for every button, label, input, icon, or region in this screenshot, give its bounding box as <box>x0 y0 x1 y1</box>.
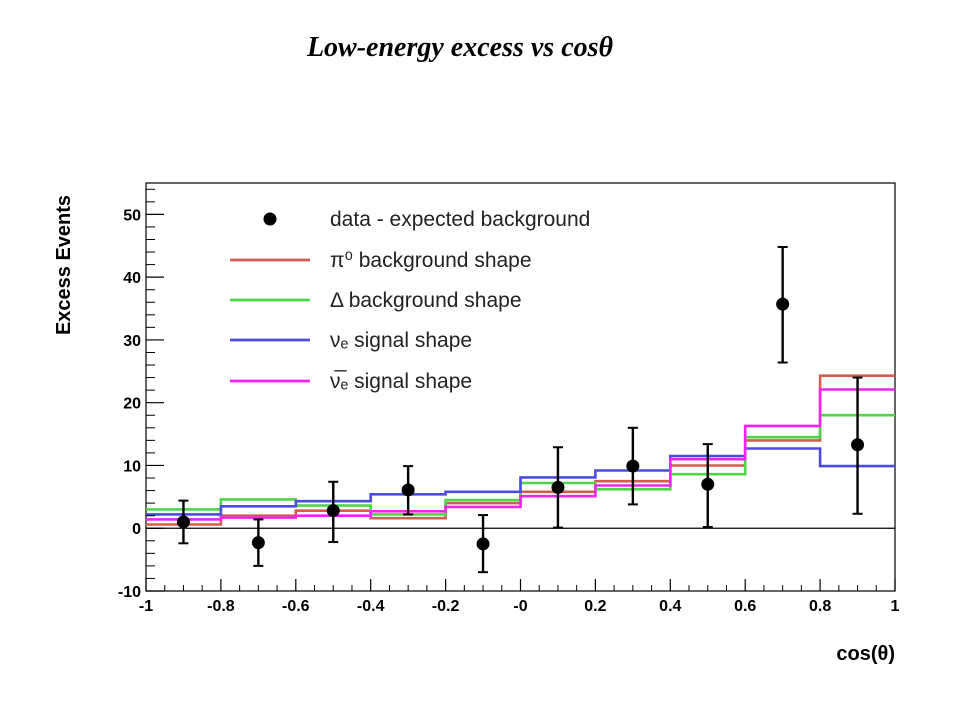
y-tick-label: 40 <box>123 270 141 287</box>
y-tick-label: 50 <box>123 207 141 224</box>
legend-label-1: π⁰ background shape <box>330 249 532 272</box>
data-point <box>476 537 490 551</box>
data-point <box>326 504 340 518</box>
legend-label-data: data - expected background <box>330 208 590 231</box>
legend-label-4: ν̅ₑ signal shape <box>330 370 472 393</box>
y-tick-label: 0 <box>132 521 141 538</box>
series-lines <box>146 374 895 526</box>
x-tick-label: 0.2 <box>584 598 606 615</box>
data-point <box>176 515 190 529</box>
y-tick-label: -10 <box>118 584 141 601</box>
x-tick-label: 0.6 <box>734 598 756 615</box>
data-point <box>626 459 640 473</box>
x-tick-label: -0.2 <box>432 598 460 615</box>
plot-background <box>145 182 896 592</box>
x-axis-label: cos(θ) <box>836 643 895 665</box>
x-tick-label: -0 <box>513 598 527 615</box>
legend-label-2: Δ background shape <box>330 289 522 312</box>
slide-title: Low-energy excess vs cosθ <box>306 32 614 63</box>
data-point <box>851 438 865 452</box>
data-points <box>176 246 865 574</box>
data-point <box>251 536 265 550</box>
x-tick-label: 0.8 <box>809 598 831 615</box>
y-tick-label: 10 <box>123 458 141 475</box>
x-tick-label: -1 <box>139 598 153 615</box>
data-point <box>701 477 715 491</box>
x-tick-label: 1 <box>891 598 900 615</box>
y-tick-label: 30 <box>123 333 141 350</box>
data-point <box>401 483 415 497</box>
x-tick-label: -0.8 <box>207 598 235 615</box>
x-tick-label: -0.4 <box>357 598 385 615</box>
y-axis-label: Excess Events <box>53 195 75 335</box>
y-tick-label: 20 <box>123 396 141 413</box>
legend-marker-data <box>263 212 277 226</box>
data-point <box>551 480 565 494</box>
plot-frame <box>145 182 896 592</box>
x-tick-label: -0.6 <box>282 598 310 615</box>
legend: data - expected background π⁰ background … <box>230 208 590 393</box>
series-line-4 <box>146 388 895 521</box>
axes: -1 -0.8 -0.6 -0.4 -0.2 -0 0.2 0.4 0.6 0.8 1 -10 0 10 2… <box>118 188 900 615</box>
legend-label-3: νₑ signal shape <box>330 329 472 352</box>
data-point <box>776 297 790 311</box>
x-tick-label: 0.4 <box>659 598 681 615</box>
